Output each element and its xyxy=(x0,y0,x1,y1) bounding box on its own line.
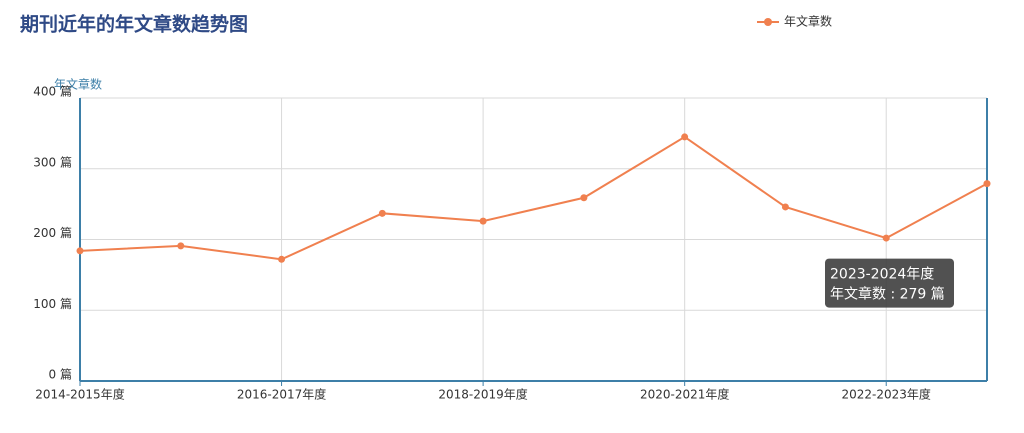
x-tick-label: 2022-2023年度 xyxy=(842,387,931,402)
data-point xyxy=(580,194,588,202)
tooltip-box xyxy=(825,258,954,308)
data-point xyxy=(882,234,890,242)
data-point xyxy=(781,203,789,211)
series-line xyxy=(79,135,988,261)
x-tick-label: 2016-2017年度 xyxy=(237,387,326,402)
legend-marker xyxy=(764,18,772,26)
y-tick-label: 200 篇 xyxy=(33,225,72,240)
chart-title: 期刊近年的年文章数趋势图 xyxy=(20,13,248,36)
y-tick-label: 300 篇 xyxy=(33,154,72,169)
x-tick-label: 2014-2015年度 xyxy=(35,387,124,402)
data-point xyxy=(278,255,286,263)
y-tick-label: 0 篇 xyxy=(49,367,72,382)
tooltip-value: 年文章数 : 279 篇 xyxy=(830,286,945,303)
x-tick-label: 2020-2021年度 xyxy=(640,387,729,402)
tooltip-category: 2023-2024年度 xyxy=(830,267,934,283)
y-tick-label: 400 篇 xyxy=(33,84,72,99)
data-point xyxy=(76,247,84,255)
legend-label: 年文章数 xyxy=(784,14,832,29)
y-axis-label: 年文章数 xyxy=(54,77,102,92)
data-point xyxy=(983,180,991,188)
data-point xyxy=(177,242,185,250)
y-tick-label: 100 篇 xyxy=(33,296,72,311)
data-point xyxy=(378,209,386,217)
x-tick-label: 2018-2019年度 xyxy=(438,387,527,402)
data-point xyxy=(479,217,487,225)
data-point xyxy=(681,133,689,141)
